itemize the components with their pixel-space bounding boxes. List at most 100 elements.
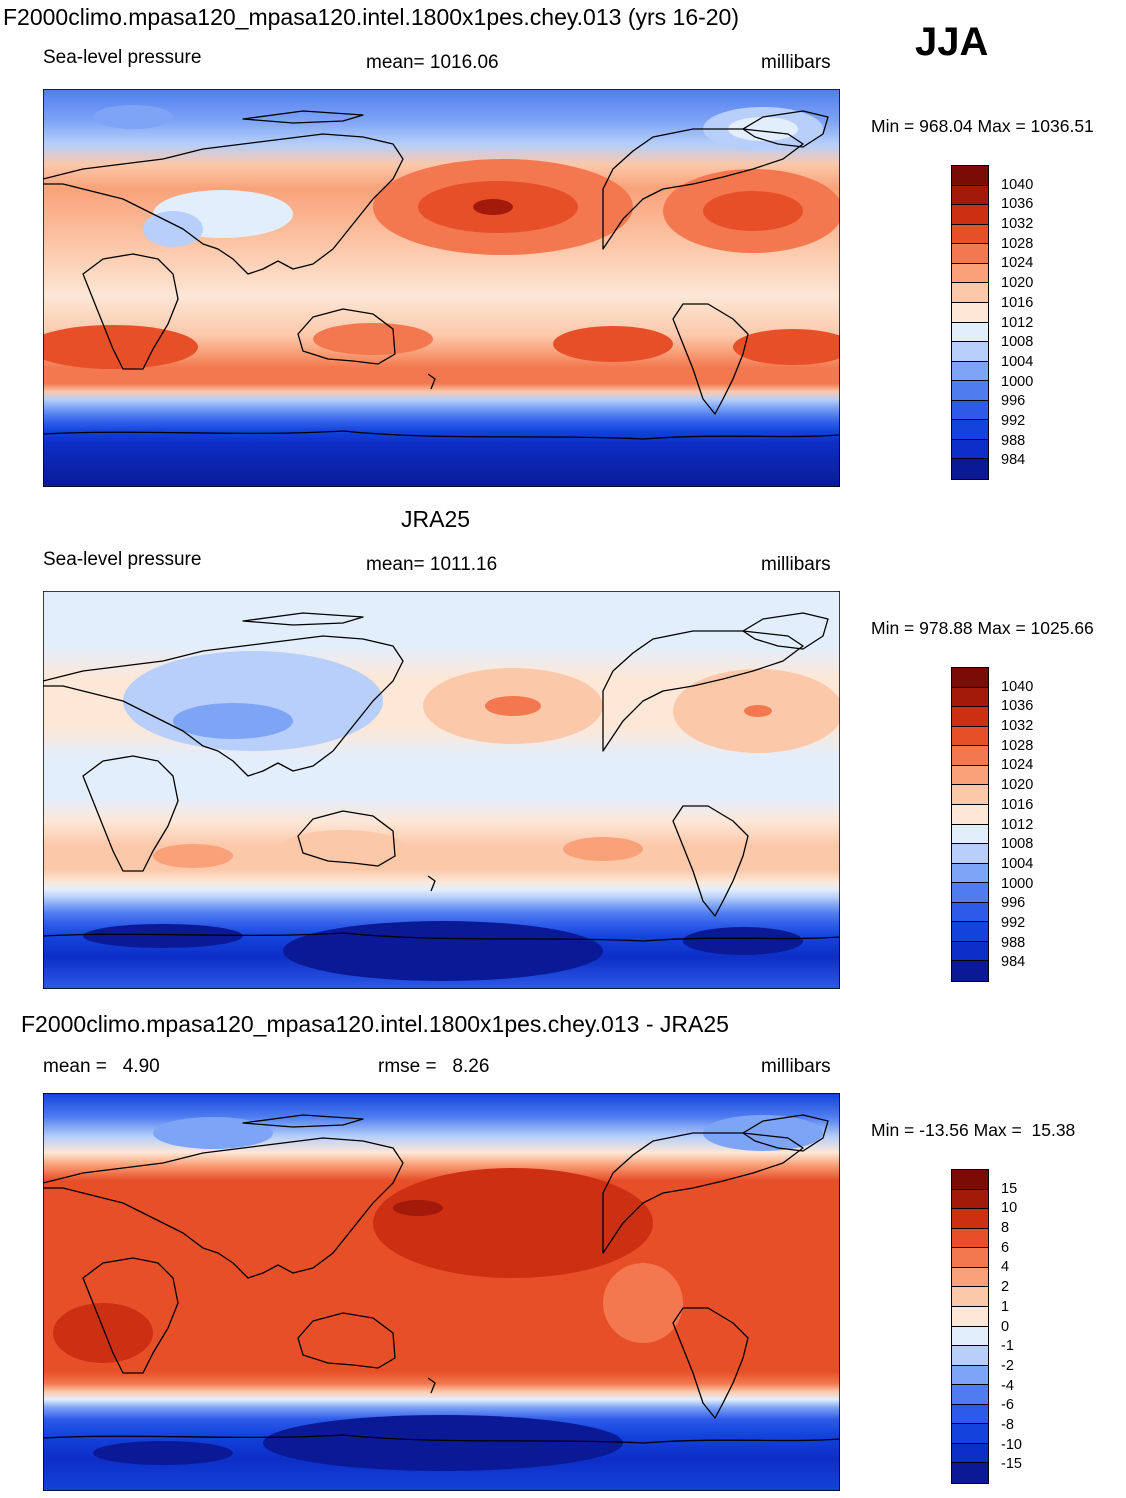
colorbar-tick-label: -15 [1001,1456,1022,1473]
colorbar-tick-label: -4 [1001,1377,1014,1394]
colorbar-tick-label: 10 [1001,1200,1018,1217]
colorbar-tick-label: 1012 [1001,816,1034,833]
panel-minmax-model: Min = 968.04 Max = 1036.51 [871,116,1094,136]
colorbar-tick-label: 996 [1001,895,1026,912]
colorbar-swatch [952,361,988,382]
colorbar-swatch [952,205,988,225]
colorbar-tick-label: -10 [1001,1436,1022,1453]
colorbar-swatch [952,1228,988,1249]
colorbar-tick-label: 1032 [1001,718,1034,735]
colorbar-tick-label: 984 [1001,452,1026,469]
colorbar-tick-label: 1012 [1001,314,1034,331]
colorbar-swatch [952,668,988,688]
colorbar-tick-label: -1 [1001,1338,1014,1355]
colorbar-tick-label: 1028 [1001,737,1034,754]
colorbar-swatch [952,765,988,786]
colorbar-tick-label: 8 [1001,1220,1010,1237]
panel-units-label-model: millibars [761,52,831,73]
panel-title-diff: F2000climo.mpasa120_mpasa120.intel.1800x… [21,1011,729,1037]
panel-minmax-diff: Min = -13.56 Max = 15.38 [871,1120,1076,1140]
map-diff-slp [43,1093,840,1491]
colorbar-swatch [952,1209,988,1229]
colorbar-swatch [952,244,988,264]
colorbar-tick-label: 988 [1001,432,1026,449]
colorbar-tick-label: 1016 [1001,294,1034,311]
colorbar-tick-label: 1 [1001,1298,1010,1315]
colorbar-swatch [952,726,988,747]
colorbar-tick-label: 1016 [1001,796,1034,813]
season-label: JJA [915,20,989,64]
colorbar-tick-label: 1004 [1001,353,1034,370]
colorbar-tick-label: 1040 [1001,678,1034,695]
panel-mean-label-diff: mean = 4.90 [43,1056,160,1077]
colorbar-swatch [952,1189,988,1210]
colorbar-swatch [952,381,988,401]
colorbar-diff [951,1169,989,1484]
colorbar-tick-label: 1008 [1001,334,1034,351]
panel-minmax-obs: Min = 978.88 Max = 1025.66 [871,618,1094,638]
colorbar-swatch [952,1404,988,1425]
colorbar-swatch [952,185,988,206]
colorbar-swatch [952,439,988,460]
colorbar-tick-label: 6 [1001,1239,1010,1256]
colorbar-swatch [952,283,988,303]
colorbar-tick-label: 1032 [1001,216,1034,233]
colorbar-tick-label: 992 [1001,914,1026,931]
colorbar-tick-label: 1000 [1001,373,1034,390]
panel-mean-label-model: mean= 1016.06 [366,52,499,73]
panel-rmse-label-diff: rmse = 8.26 [378,1056,490,1077]
colorbar-swatch [952,941,988,962]
colorbar-tick-label: 1004 [1001,855,1034,872]
colorbar-swatch [952,1346,988,1366]
colorbar-tick-label: 996 [1001,393,1026,410]
panel-units-label-obs: millibars [761,554,831,575]
colorbar-swatch [952,1306,988,1327]
colorbar-swatch [952,746,988,766]
colorbar-tick-label: -8 [1001,1416,1014,1433]
colorbar-swatch [952,1287,988,1307]
colorbar-tick-label: 1020 [1001,777,1034,794]
colorbar-swatch [952,420,988,440]
panel-mean-label-obs: mean= 1011.16 [366,554,498,575]
map-model-slp [43,89,840,487]
colorbar-swatch [952,302,988,323]
colorbar-tick-label: 1008 [1001,836,1034,853]
colorbar-swatch [952,883,988,903]
colorbar-swatch [952,1385,988,1405]
colorbar-swatch [952,1365,988,1386]
colorbar-swatch [952,322,988,343]
colorbar-swatch [952,400,988,421]
colorbar-swatch [952,263,988,284]
colorbar-tick-label: 15 [1001,1180,1018,1197]
colorbar-tick-label: 1028 [1001,235,1034,252]
colorbar-tick-label: 1040 [1001,176,1034,193]
colorbar-tick-label: 4 [1001,1259,1010,1276]
colorbar-swatch [952,1248,988,1268]
colorbar-swatch [952,922,988,942]
colorbar-tick-label: -6 [1001,1397,1014,1414]
map-obs-slp [43,591,840,989]
panel-units-label-diff: millibars [761,1056,831,1077]
colorbar-tick-label: 1000 [1001,875,1034,892]
colorbar-swatch [952,1267,988,1288]
colorbar-model [951,165,989,480]
colorbar-tick-label: 2 [1001,1279,1010,1296]
colorbar-swatch [952,824,988,845]
colorbar-swatch [952,459,988,479]
colorbar-swatch [952,166,988,186]
colorbar-tick-label: 1024 [1001,255,1034,272]
colorbar-swatch [952,844,988,864]
colorbar-swatch [952,785,988,805]
colorbar-swatch [952,707,988,727]
colorbar-tick-label: 1024 [1001,757,1034,774]
colorbar-swatch [952,804,988,825]
colorbar-swatch [952,687,988,708]
panel-title-obs: JRA25 [401,506,471,532]
colorbar-tick-label: 984 [1001,954,1026,971]
colorbar-tick-label: 1020 [1001,275,1034,292]
colorbar-tick-label: 988 [1001,934,1026,951]
colorbar-tick-label: -2 [1001,1357,1014,1374]
panel-variable-label-obs: Sea-level pressure [43,549,202,570]
colorbar-swatch [952,863,988,884]
colorbar-obs [951,667,989,982]
